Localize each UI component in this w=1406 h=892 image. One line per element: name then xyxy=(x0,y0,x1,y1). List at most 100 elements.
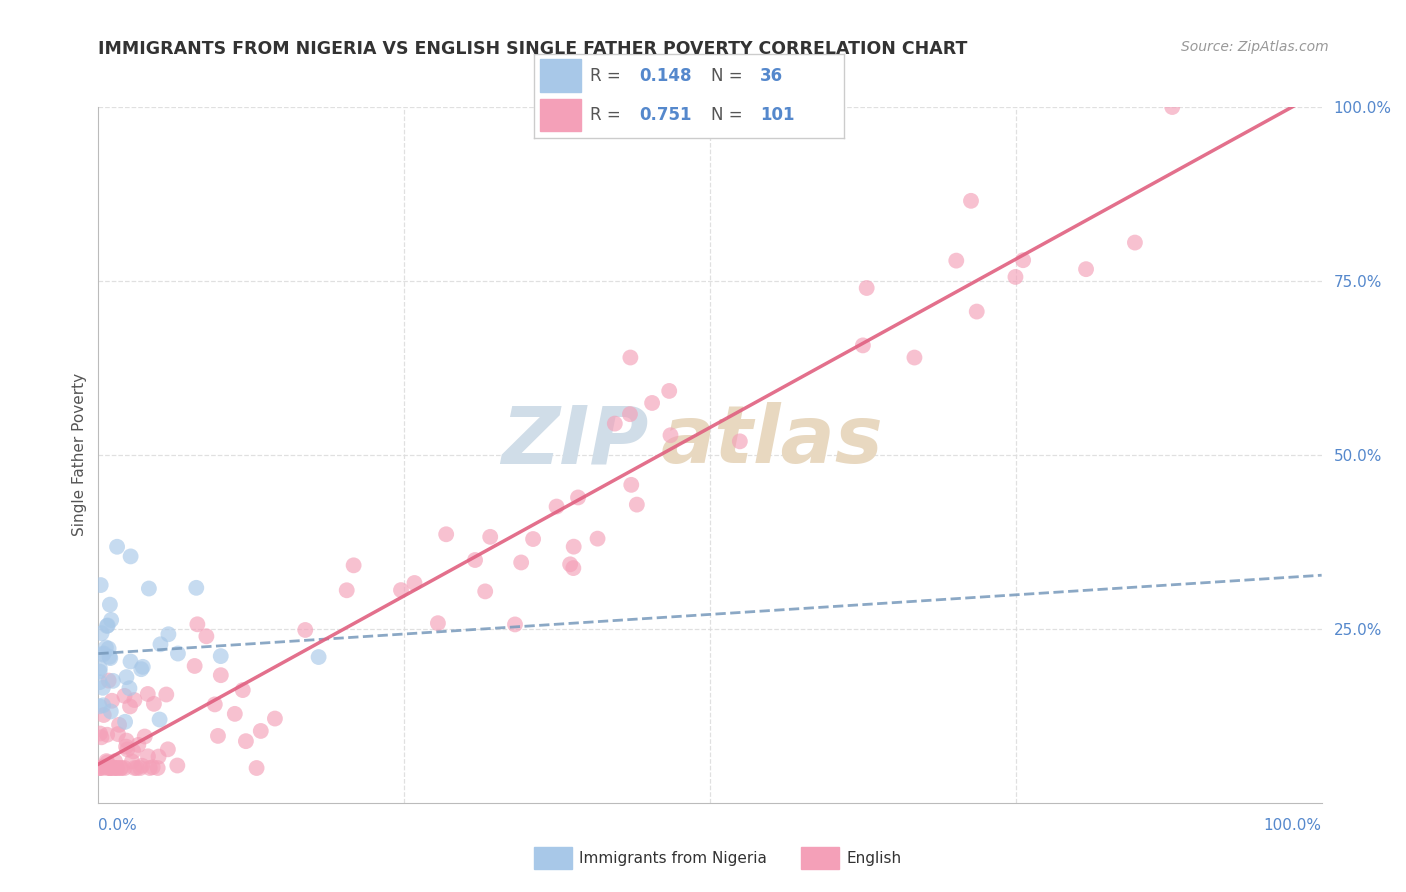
Point xyxy=(108,718,131,732)
Point xyxy=(146,761,169,775)
Point xyxy=(562,561,585,575)
Text: N =: N = xyxy=(710,67,748,85)
Point xyxy=(155,688,177,702)
Point xyxy=(209,668,232,682)
Point xyxy=(149,637,172,651)
Point xyxy=(658,384,681,398)
Point xyxy=(96,761,118,775)
Point xyxy=(91,648,114,662)
Point xyxy=(114,714,136,729)
Point xyxy=(903,351,925,365)
Point xyxy=(101,673,124,688)
Text: Source: ZipAtlas.com: Source: ZipAtlas.com xyxy=(1181,40,1329,54)
Point xyxy=(101,761,124,775)
Point xyxy=(138,582,160,596)
Point xyxy=(127,738,149,752)
Text: English: English xyxy=(846,851,901,865)
Point xyxy=(945,253,967,268)
Point xyxy=(195,629,218,643)
Point xyxy=(522,532,544,546)
Point xyxy=(546,500,568,514)
Point xyxy=(728,434,751,449)
Text: N =: N = xyxy=(710,106,748,124)
Point xyxy=(90,626,112,640)
Point xyxy=(464,553,486,567)
Point xyxy=(620,478,643,492)
Text: R =: R = xyxy=(591,67,626,85)
Point xyxy=(132,660,155,674)
Point xyxy=(98,761,121,775)
Text: 100.0%: 100.0% xyxy=(1264,818,1322,832)
Point xyxy=(142,697,165,711)
Point xyxy=(114,761,136,775)
Point xyxy=(93,708,115,723)
Point xyxy=(149,713,172,727)
Point xyxy=(98,761,121,775)
Point xyxy=(105,540,128,554)
Point xyxy=(97,618,120,632)
Point xyxy=(125,761,148,775)
Point xyxy=(148,749,170,764)
Text: 101: 101 xyxy=(761,106,794,124)
Point xyxy=(626,498,648,512)
Point xyxy=(98,761,121,775)
Point xyxy=(96,728,118,742)
Text: ZIP: ZIP xyxy=(502,402,650,480)
Point xyxy=(136,687,159,701)
Point xyxy=(479,530,502,544)
Point xyxy=(224,706,246,721)
Point xyxy=(117,742,139,756)
Point xyxy=(389,583,412,598)
Point xyxy=(120,549,142,564)
Point xyxy=(129,662,152,676)
Point xyxy=(1074,262,1097,277)
Point xyxy=(156,742,179,756)
Point xyxy=(105,761,128,775)
Point xyxy=(104,761,127,775)
Point xyxy=(235,734,257,748)
Point xyxy=(122,744,145,758)
Point xyxy=(852,338,875,352)
Point xyxy=(558,558,581,572)
Point xyxy=(110,761,132,775)
Point xyxy=(142,760,165,774)
Text: IMMIGRANTS FROM NIGERIA VS ENGLISH SINGLE FATHER POVERTY CORRELATION CHART: IMMIGRANTS FROM NIGERIA VS ENGLISH SINGL… xyxy=(98,40,967,58)
Point xyxy=(1161,100,1184,114)
Point xyxy=(131,758,153,772)
Text: Immigrants from Nigeria: Immigrants from Nigeria xyxy=(579,851,768,865)
Point xyxy=(966,304,988,318)
Point xyxy=(98,649,121,664)
Point xyxy=(91,681,114,695)
Point xyxy=(136,749,159,764)
Point xyxy=(107,727,129,741)
Point xyxy=(245,761,267,775)
Point xyxy=(94,640,117,655)
Point xyxy=(336,583,359,598)
Point xyxy=(91,759,114,773)
Point xyxy=(186,617,208,632)
Text: 0.0%: 0.0% xyxy=(98,818,138,832)
Point xyxy=(89,761,111,775)
Point xyxy=(1004,269,1026,284)
Point xyxy=(91,698,114,713)
Point xyxy=(619,407,641,421)
Point xyxy=(183,659,205,673)
Text: 0.751: 0.751 xyxy=(640,106,692,124)
Point xyxy=(167,647,190,661)
Point xyxy=(89,726,111,740)
Point xyxy=(89,661,111,675)
Point xyxy=(264,712,287,726)
Point xyxy=(426,616,449,631)
Point xyxy=(294,623,316,637)
Point xyxy=(104,754,127,768)
Point xyxy=(603,417,626,431)
Y-axis label: Single Father Poverty: Single Father Poverty xyxy=(72,374,87,536)
Point xyxy=(118,699,141,714)
Point xyxy=(89,665,111,679)
Point xyxy=(118,681,141,696)
Point xyxy=(343,558,366,573)
Point xyxy=(89,761,111,775)
Point xyxy=(115,670,138,684)
Point xyxy=(1123,235,1146,250)
Point xyxy=(100,705,122,719)
